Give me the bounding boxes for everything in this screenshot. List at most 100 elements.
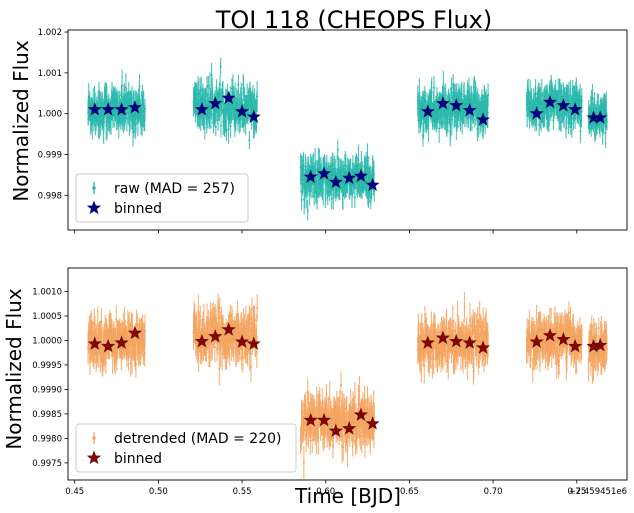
raw-point: [487, 93, 490, 96]
binned-point: [449, 333, 464, 348]
raw-point: [430, 91, 433, 94]
y-tick-label: 1.0000: [32, 336, 62, 346]
x-tick-label: 0.50: [149, 487, 168, 497]
raw-point: [417, 328, 420, 331]
y-tick-label: 0.9990: [32, 385, 62, 395]
raw-point: [539, 95, 542, 98]
raw-point: [442, 84, 445, 87]
raw-point: [218, 83, 221, 86]
y-tick-label: 1.001: [38, 69, 62, 79]
raw-point: [605, 101, 608, 104]
raw-point: [322, 189, 325, 192]
raw-point: [432, 357, 435, 360]
binned-point: [221, 322, 236, 336]
legend: raw (MAD = 257) binned: [75, 173, 249, 223]
raw-point: [301, 410, 304, 413]
top-panel: 0.998 0.999 1.000 1.001 1.002 raw (MAD = 257)…: [38, 28, 628, 234]
binned-series: [87, 90, 608, 192]
raw-point: [340, 444, 343, 447]
binned-point: [556, 331, 571, 346]
binned-point: [316, 166, 332, 180]
binned-point: [542, 327, 558, 342]
x-tick-label: 0.45: [65, 487, 84, 497]
y-tick-label: 0.9980: [32, 434, 62, 444]
y-tick-label: 0.9975: [32, 459, 62, 469]
binned-series: [87, 322, 608, 438]
raw-point: [345, 412, 348, 415]
raw-point: [557, 327, 560, 330]
binned-point: [529, 106, 544, 120]
x-tick-label: 0.70: [484, 487, 503, 497]
raw-point: [255, 122, 258, 125]
raw-point: [460, 93, 463, 96]
raw-point: [249, 318, 252, 321]
bottom-panel: 0.9975 0.9980 0.9985 0.9990 0.9995 1.0000 1.00…: [32, 267, 628, 497]
binned-point: [462, 335, 477, 350]
raw-point: [202, 318, 205, 321]
raw-point: [597, 327, 600, 330]
binned-point: [328, 174, 344, 189]
raw-point: [483, 326, 486, 329]
raw-point: [208, 352, 211, 355]
raw-point: [570, 122, 573, 125]
raw-point: [360, 434, 363, 437]
raw-point: [569, 320, 572, 323]
raw-point: [353, 395, 356, 398]
raw-point: [534, 93, 537, 96]
raw-point: [215, 86, 218, 89]
raw-point: [430, 323, 433, 326]
binned-point: [449, 97, 464, 112]
raw-point: [331, 163, 334, 166]
binned-point: [221, 90, 236, 105]
raw-point: [211, 343, 214, 346]
x-tick-label: 0.55: [233, 487, 252, 497]
raw-point: [580, 333, 583, 336]
raw-point: [372, 172, 375, 175]
raw-point: [332, 197, 335, 200]
raw-point: [340, 384, 343, 387]
raw-point: [578, 326, 581, 329]
binned-point: [475, 340, 491, 355]
x-tick-label: 0.65: [400, 487, 419, 497]
binned-point: [303, 412, 318, 427]
raw-point: [92, 100, 95, 103]
raw-point: [328, 398, 331, 401]
binned-point: [420, 335, 436, 350]
raw-point: [420, 363, 423, 366]
raw-point: [303, 429, 306, 432]
plot-area: [87, 292, 608, 480]
raw-point: [429, 357, 432, 360]
raw-point: [330, 193, 333, 196]
raw-point: [580, 99, 583, 102]
binned-point: [529, 334, 544, 349]
raw-point: [241, 356, 244, 359]
raw-point: [587, 368, 590, 371]
legend-label: raw (MAD = 257): [114, 181, 235, 197]
raw-point: [531, 368, 534, 371]
raw-point: [225, 356, 228, 359]
raw-point: [205, 351, 208, 354]
y-tick-label: 0.9995: [32, 361, 62, 371]
raw-point: [604, 131, 607, 134]
raw-point: [311, 162, 314, 165]
raw-point: [342, 446, 345, 449]
raw-point: [567, 95, 570, 98]
raw-point: [446, 118, 449, 121]
raw-point: [332, 436, 335, 439]
raw-point: [605, 120, 608, 123]
raw-point: [134, 122, 137, 125]
raw-point: [304, 406, 307, 409]
y-tick-label: 1.002: [38, 28, 62, 38]
raw-point: [96, 322, 99, 325]
raw-point: [439, 331, 442, 334]
binned-point: [435, 95, 451, 110]
axes-frame: [67, 267, 628, 481]
raw-point: [211, 95, 214, 98]
raw-point: [428, 363, 431, 366]
raw-point: [234, 96, 237, 99]
binned-point: [353, 407, 369, 422]
raw-point: [593, 100, 596, 103]
raw-point: [369, 199, 372, 202]
raw-point: [545, 350, 548, 353]
